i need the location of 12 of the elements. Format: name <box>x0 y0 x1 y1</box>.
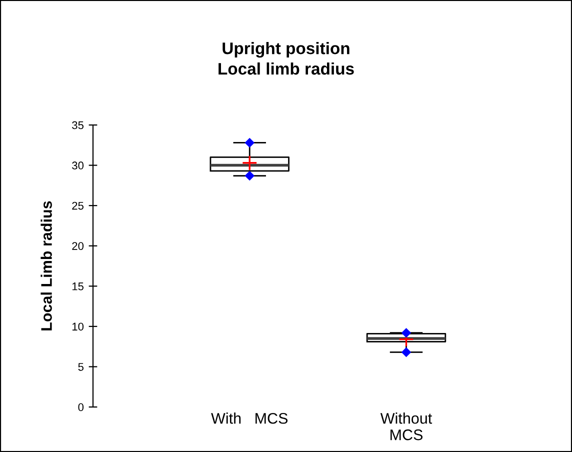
x-tick-label: Without MCS <box>380 412 432 440</box>
y-tick-label: 0 <box>78 403 84 412</box>
y-tick-label: 25 <box>72 202 84 210</box>
y-tick-label: 10 <box>72 322 84 331</box>
y-tick-label: 15 <box>72 282 84 290</box>
y-tick-label: 5 <box>78 363 84 371</box>
y-tick-label: 35 <box>72 121 84 130</box>
x-tick-label: With MCS <box>211 412 288 424</box>
y-tick-label: 20 <box>72 242 84 250</box>
y-tick-label: 30 <box>72 162 84 170</box>
y-axis-title: Local Limb radius <box>40 201 52 330</box>
chart-title: Upright position Local limb radius <box>218 42 354 75</box>
